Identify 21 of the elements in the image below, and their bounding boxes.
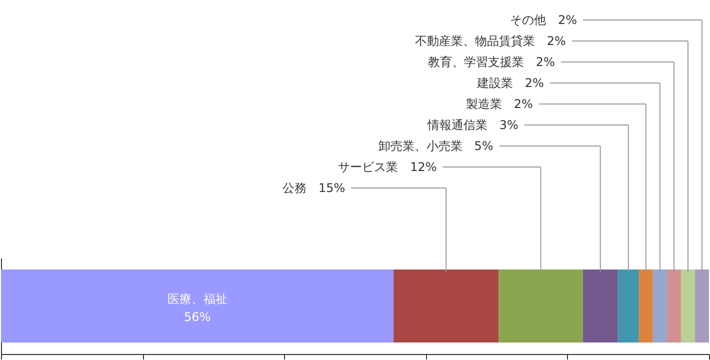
- bar: [638, 270, 653, 342]
- bar: [582, 270, 618, 342]
- text: 建設業 2%: [476, 76, 544, 90]
- text: 公務 15%: [282, 181, 346, 195]
- bar: [680, 270, 695, 342]
- series-label: 医療、福祉: [167, 292, 228, 306]
- text: 卸売業、小売業 5%: [378, 139, 494, 153]
- text: 情報通信業 3%: [427, 118, 518, 132]
- data-label: 56%: [184, 310, 211, 324]
- text: 教育、学習支援業 2%: [428, 55, 555, 69]
- bar: [618, 270, 639, 342]
- bar: [666, 270, 681, 342]
- bar: [1, 270, 394, 342]
- bar: [652, 270, 667, 342]
- text: 製造業 2%: [466, 97, 533, 111]
- bar: [694, 270, 709, 342]
- bar: [498, 270, 583, 342]
- text: その他 2%: [510, 13, 577, 27]
- text: 不動産業、物品賃貸業 2%: [414, 34, 566, 48]
- text: サービス業 12%: [338, 160, 437, 174]
- bar: [394, 270, 499, 342]
